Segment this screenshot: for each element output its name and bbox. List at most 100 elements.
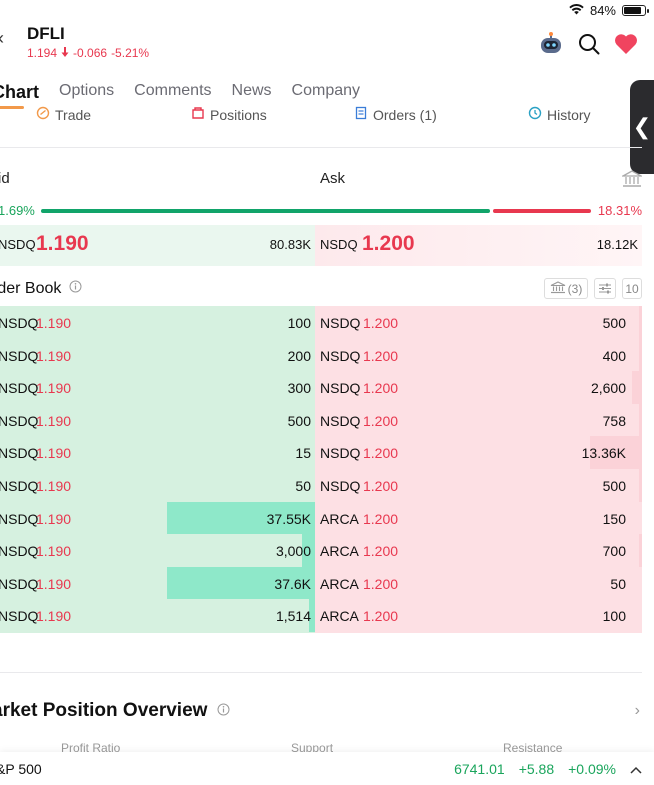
favorite-heart-icon[interactable] (614, 33, 638, 60)
order-book-row[interactable]: NSDQ 1.190 37.55K ARCA 1.200 150 (0, 501, 642, 535)
order-book-row[interactable]: NSDQ 1.190 200 NSDQ 1.200 400 (0, 338, 642, 372)
subtab-positions[interactable]: Positions (191, 106, 267, 123)
profit-ratio-label: Profit Ratio (61, 741, 121, 755)
ask-price: 1.200 (363, 510, 399, 527)
support-label: Support (291, 741, 334, 755)
tab-chart[interactable]: Chart (0, 82, 39, 109)
order-book-row[interactable]: NSDQ 1.190 500 NSDQ 1.200 758 (0, 403, 642, 437)
depth-selector[interactable]: 10 (622, 278, 642, 299)
ask-ratio-bar (493, 209, 591, 213)
best-ask: NSDQ 1.200 18.12K (315, 225, 642, 266)
ask-exchange: NSDQ (320, 315, 361, 331)
ask-side (315, 306, 642, 633)
bid-size: 37.55K (266, 510, 311, 527)
bid-price: 1.190 (36, 543, 72, 560)
market-position-title[interactable]: arket Position Overview (0, 700, 230, 722)
ask-size: 100 (602, 608, 626, 625)
ask-size: 700 (602, 543, 626, 560)
ask-exchange: ARCA (320, 608, 359, 625)
subtab-history[interactable]: History (528, 106, 591, 123)
ask-exchange: NSDQ (320, 380, 361, 397)
bid-size-bar (309, 599, 315, 632)
ask-size-bar (590, 436, 642, 469)
bid-exchange: NSDQ (0, 380, 39, 397)
bid-size: 100 (287, 315, 311, 331)
trade-subtabs: Trade Positions Orders (1) History (0, 106, 630, 128)
bid-exchange: NSDQ (0, 575, 39, 592)
positions-icon (191, 106, 205, 123)
ask-exchange: NSDQ (320, 412, 361, 429)
bid-exchange: NSDQ (0, 608, 39, 625)
index-value: 6741.01 (454, 761, 505, 777)
back-chevron-icon[interactable]: ‹ (0, 28, 4, 49)
info-icon[interactable] (69, 280, 82, 298)
exchange-filter-button[interactable]: (3) (544, 278, 588, 299)
best-ask-size: 18.12K (596, 237, 638, 252)
ask-size: 50 (610, 575, 626, 592)
robot-assistant-icon[interactable] (538, 32, 564, 61)
status-bar: 84% (0, 0, 654, 22)
chevron-up-icon[interactable] (630, 762, 642, 777)
side-panel-handle[interactable]: ❮ (630, 80, 654, 174)
info-icon[interactable] (217, 700, 230, 722)
bid-size: 50 (295, 478, 311, 494)
ask-price: 1.200 (363, 315, 399, 331)
ask-size-bar (639, 469, 642, 502)
order-book-row[interactable]: NSDQ 1.190 37.6K ARCA 1.200 50 (0, 566, 642, 600)
bid-price: 1.190 (36, 380, 72, 397)
ask-price: 1.200 (363, 347, 399, 364)
subtab-trade[interactable]: Trade (36, 106, 91, 123)
bid-price: 1.190 (36, 315, 72, 331)
order-book-row[interactable]: NSDQ 1.190 15 NSDQ 1.200 13.36K (0, 436, 642, 469)
ask-size: 500 (602, 478, 626, 494)
bid-exchange: NSDQ (0, 315, 39, 331)
bid-size: 1,514 (275, 608, 311, 625)
ask-ratio: 18.31% (597, 203, 642, 218)
tab-news[interactable]: News (231, 82, 272, 99)
bid-size: 37.6K (274, 575, 311, 592)
price-change-pct: -5.21% (111, 46, 150, 60)
tab-options[interactable]: Options (59, 82, 115, 99)
price-change: -0.066 (73, 46, 108, 60)
bid-exchange: NSDQ (0, 543, 39, 560)
bid-label: id (0, 170, 10, 187)
bid-size: 300 (287, 380, 311, 397)
main-tabs: Chart Options Comments News Company (0, 82, 361, 109)
ask-exchange: ARCA (320, 510, 359, 527)
bid-size: 3,000 (275, 543, 311, 560)
order-book-row[interactable]: NSDQ 1.190 3,000 ARCA 1.200 700 (0, 534, 642, 567)
bid-price: 1.190 (36, 445, 72, 462)
order-book-row[interactable]: NSDQ 1.190 1,514 ARCA 1.200 100 (0, 599, 642, 632)
bid-size-bar (167, 501, 315, 535)
header-actions (538, 32, 638, 61)
order-book-row[interactable]: NSDQ 1.190 50 NSDQ 1.200 500 (0, 469, 642, 502)
ask-size: 758 (602, 412, 626, 429)
index-ticker-bar[interactable]: &P 500 6741.01 +5.88 +0.09% (0, 752, 654, 785)
search-icon[interactable] (578, 33, 600, 60)
best-quote-row[interactable]: NSDQ 1.190 80.83K NSDQ 1.200 18.12K (0, 225, 642, 266)
best-ask-price: 1.200 (362, 232, 415, 255)
bid-size: 200 (287, 347, 311, 364)
settings-sliders-icon[interactable] (594, 278, 616, 299)
ask-size-bar (639, 403, 642, 437)
ask-exchange: NSDQ (320, 478, 361, 494)
battery-icon (622, 5, 649, 16)
bid-price: 1.190 (36, 347, 72, 364)
tab-company[interactable]: Company (291, 82, 361, 99)
ask-exchange: ARCA (320, 575, 359, 592)
bid-ratio-bar (41, 209, 490, 213)
bid-size-bar (167, 566, 315, 600)
tab-comments[interactable]: Comments (134, 82, 212, 99)
ask-size: 500 (602, 315, 626, 331)
order-book-row[interactable]: NSDQ 1.190 100 NSDQ 1.200 500 (0, 306, 642, 339)
order-book-row[interactable]: NSDQ 1.190 300 NSDQ 1.200 2,600 (0, 371, 642, 404)
bank-icon[interactable] (620, 170, 644, 193)
best-bid-size: 80.83K (269, 237, 311, 252)
bid-size: 500 (287, 412, 311, 429)
ask-price: 1.200 (363, 380, 399, 397)
subtab-orders[interactable]: Orders (1) (354, 106, 437, 123)
bid-price: 1.190 (36, 412, 72, 429)
ask-exchange: NSDQ (320, 445, 361, 462)
chevron-right-icon[interactable]: › (634, 702, 640, 719)
divider (0, 147, 642, 148)
